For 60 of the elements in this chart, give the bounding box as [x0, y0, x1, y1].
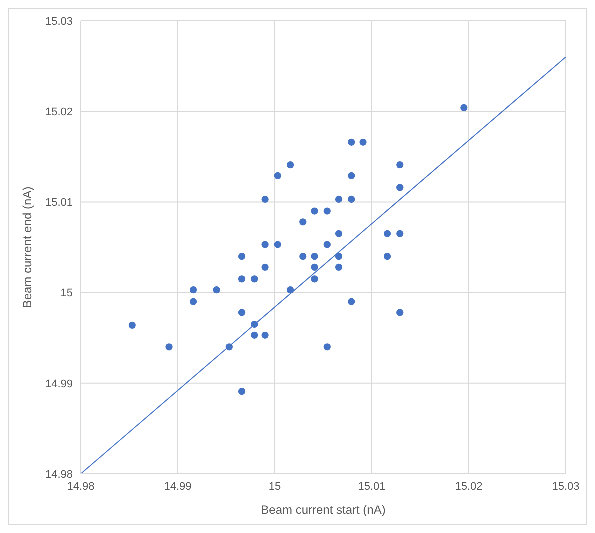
point [128, 322, 136, 329]
point [348, 172, 356, 180]
point [300, 218, 307, 226]
point [360, 138, 367, 146]
point [190, 298, 198, 306]
point [286, 161, 294, 169]
point [384, 230, 392, 238]
y-tick-label: 15.03 [45, 16, 73, 28]
point [274, 241, 282, 248]
point [262, 332, 269, 339]
point [238, 309, 246, 316]
point [384, 253, 392, 260]
point [286, 286, 294, 294]
point [348, 196, 356, 204]
y-tick-label: 15 [60, 288, 73, 300]
x-tick-label: 15.03 [552, 480, 580, 493]
x-axis-title: Beam current start (nA) [261, 503, 386, 517]
point [251, 320, 258, 328]
y-tick-label: 15.02 [45, 106, 73, 119]
x-tick-label: 14.98 [67, 480, 95, 493]
point [396, 309, 404, 316]
y-tick-label: 15.01 [45, 197, 73, 210]
point [324, 208, 331, 215]
point [213, 286, 220, 294]
point [348, 298, 356, 306]
point [251, 332, 258, 339]
point [311, 264, 318, 271]
point [311, 276, 318, 283]
point [324, 241, 331, 248]
point [238, 276, 246, 283]
point [166, 344, 173, 351]
point [262, 196, 269, 204]
point [396, 184, 404, 192]
point [335, 196, 343, 204]
point [335, 253, 343, 260]
x-tick-label: 14.99 [164, 480, 192, 493]
y-tick-label: 14.99 [45, 378, 73, 390]
point [335, 264, 343, 271]
point [274, 172, 282, 180]
point [238, 253, 246, 260]
x-tick-label: 15 [268, 480, 282, 493]
point [348, 138, 356, 146]
point [251, 276, 258, 283]
x-tick-label: 15.02 [455, 480, 483, 493]
point [262, 241, 269, 248]
point [311, 208, 318, 215]
point [396, 230, 404, 238]
point [460, 104, 468, 112]
point [190, 286, 198, 294]
point [226, 344, 233, 351]
point [311, 253, 318, 260]
point [300, 253, 307, 260]
point [335, 230, 343, 238]
point [238, 388, 246, 396]
x-tick-label: 15.01 [358, 480, 386, 493]
y-axis-title: Beam current end (nA) [20, 186, 34, 308]
point [396, 161, 404, 169]
y-tick-label: 14.98 [45, 468, 73, 481]
point [262, 264, 269, 271]
point [324, 344, 331, 351]
